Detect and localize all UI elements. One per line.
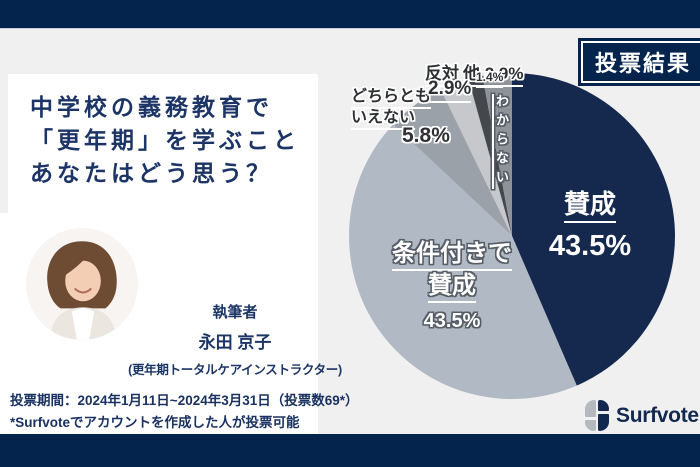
results-badge-label: 投票結果 <box>581 41 700 83</box>
label-oppose: 反対 <box>425 59 459 87</box>
label-conditional-line2: 賛成 <box>428 272 476 303</box>
pie-slice-6 <box>482 73 512 236</box>
question-box: 中学校の義務教育で 「更年期」を学ぶこと あなたはどう思う？ <box>8 74 318 213</box>
surfvote-logo: Surfvote <box>585 400 699 431</box>
question-line-2: 「更年期」を学ぶこと <box>30 127 300 153</box>
top-bar <box>0 0 700 29</box>
vote-eligibility-note: *Surfvoteでアカウントを作成した人が投票可能 <box>10 415 300 430</box>
author-avatar <box>26 228 138 340</box>
author-block: 執筆者 永田 京子 (更年期トータルケアインストラクター) <box>110 301 360 378</box>
pie-slice-3 <box>393 89 512 237</box>
label-other: 他 2.9% <box>463 59 524 87</box>
pie-slice-4 <box>440 78 512 236</box>
label-unknown-pct: 1.4% <box>476 70 504 88</box>
label-neither-line1: どちらとも <box>351 88 432 109</box>
vote-period-block: 投票期間：2024年1月11日~2024年3月31日（投票数69*） *Surf… <box>10 390 359 434</box>
bottom-bar <box>0 434 700 467</box>
label-neither-pct: 5.8% <box>402 124 450 147</box>
label-neither-line2: いえない <box>351 109 416 130</box>
pie-slice-5 <box>468 75 512 236</box>
results-badge: 投票結果 <box>578 38 700 86</box>
label-agree-text: 賛成 <box>563 189 616 223</box>
question-title: 中学校の義務教育で 「更年期」を学ぶこと あなたはどう思う？ <box>8 74 318 190</box>
pie-slice-1 <box>512 73 675 386</box>
surfvote-logo-text: Surfvote <box>616 403 699 427</box>
pie-slice-2 <box>349 124 577 399</box>
label-conditional-line1: 条件付きで <box>392 240 512 271</box>
author-heading: 執筆者 <box>212 304 258 321</box>
label-oppose-pct: 2.9% <box>428 78 472 103</box>
author-qualification: (更年期トータルケアインストラクター) <box>128 363 342 377</box>
label-neither: どちらとも いえない <box>351 86 432 130</box>
pie-chart <box>349 73 675 399</box>
surfvote-logo-icon <box>585 400 609 431</box>
pie-chart-container <box>349 73 675 399</box>
label-agree-pct: 43.5% <box>548 230 632 262</box>
vote-period: 投票期間：2024年1月11日~2024年3月31日（投票数69*） <box>10 393 359 408</box>
label-conditional-pct: 43.5% <box>423 310 481 332</box>
label-agree: 賛成 43.5% <box>538 184 642 263</box>
author-name: 永田 京子 <box>198 333 272 352</box>
question-line-1: 中学校の義務教育で <box>30 94 273 120</box>
label-unknown: わからない <box>494 94 509 189</box>
label-conditional-agree: 条件付きで 賛成 43.5% <box>372 238 532 337</box>
question-line-3: あなたはどう思う？ <box>30 160 273 186</box>
author-avatar-image <box>26 228 138 340</box>
